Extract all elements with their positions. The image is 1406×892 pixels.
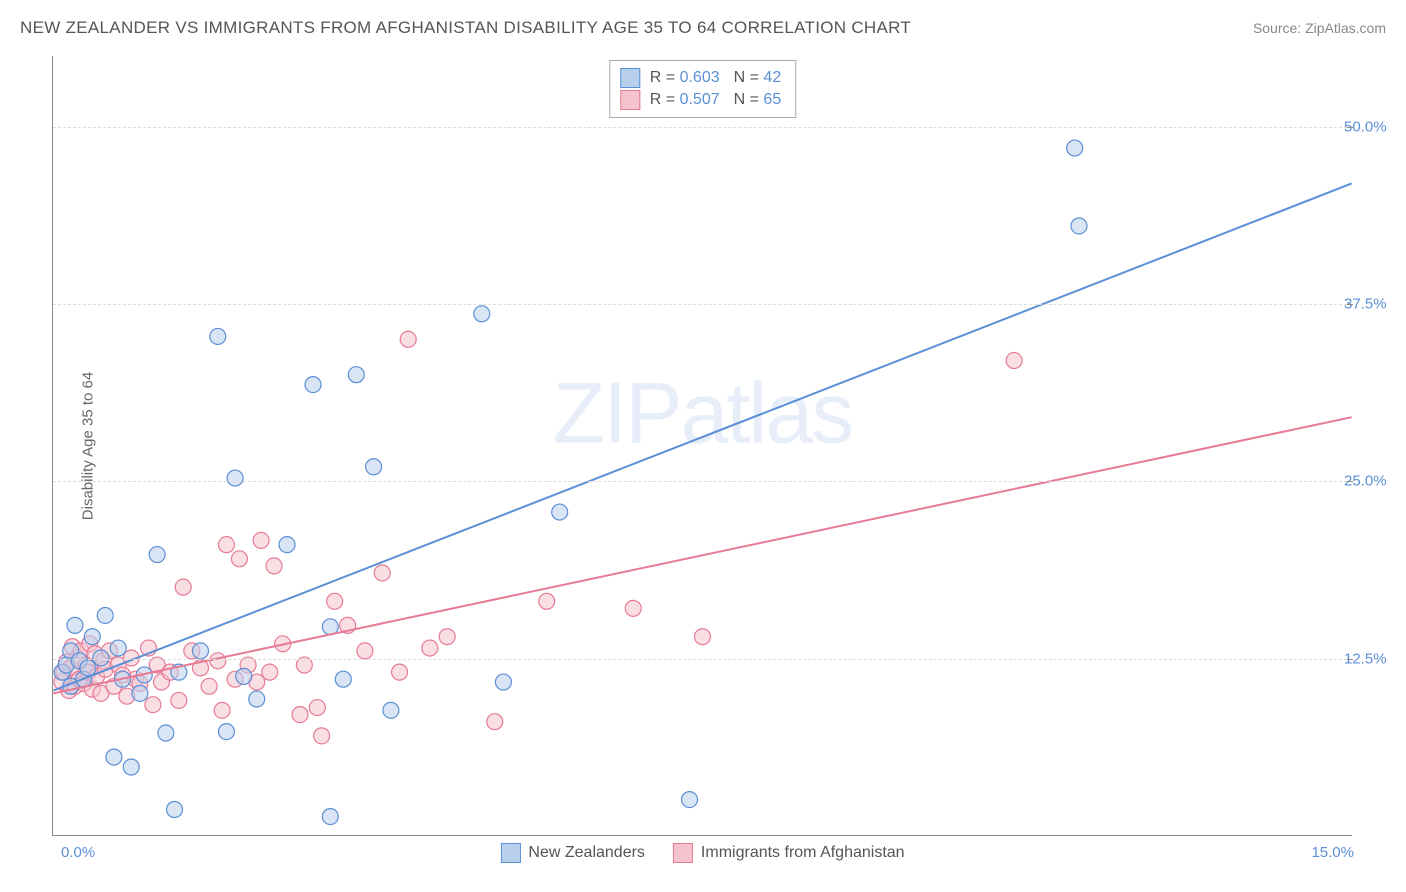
- scatter-point: [123, 759, 139, 775]
- scatter-point: [392, 664, 408, 680]
- scatter-point: [383, 702, 399, 718]
- scatter-point: [210, 653, 226, 669]
- scatter-point: [192, 643, 208, 659]
- scatter-point: [305, 377, 321, 393]
- source-attribution: Source: ZipAtlas.com: [1253, 20, 1386, 36]
- scatter-point: [236, 668, 252, 684]
- scatter-point: [149, 547, 165, 563]
- legend-row-series-1: R = 0.603N = 42: [620, 67, 781, 89]
- scatter-point: [348, 367, 364, 383]
- scatter-point: [400, 331, 416, 347]
- scatter-point: [1006, 353, 1022, 369]
- x-tick-min: 0.0%: [61, 844, 95, 861]
- trend-line: [53, 183, 1351, 690]
- legend-swatch-1: [620, 68, 640, 88]
- y-tick-mark: [1347, 304, 1353, 305]
- scatter-point: [171, 692, 187, 708]
- scatter-point: [175, 579, 191, 595]
- chart-plot-area: ZIPatlas R = 0.603N = 42 R = 0.507N = 65…: [52, 56, 1352, 836]
- scatter-point: [231, 551, 247, 567]
- legend-label-2: Immigrants from Afghanistan: [701, 844, 905, 862]
- scatter-point: [682, 792, 698, 808]
- legend-item-2: Immigrants from Afghanistan: [673, 843, 905, 863]
- scatter-point: [322, 809, 338, 825]
- y-tick-mark: [1347, 481, 1353, 482]
- scatter-point: [552, 504, 568, 520]
- correlation-legend: R = 0.603N = 42 R = 0.507N = 65: [609, 60, 796, 118]
- scatter-point: [495, 674, 511, 690]
- scatter-point: [374, 565, 390, 581]
- scatter-point: [218, 537, 234, 553]
- scatter-point: [158, 725, 174, 741]
- scatter-point: [439, 629, 455, 645]
- y-tick-mark: [1347, 127, 1353, 128]
- legend-bottom-swatch-1: [500, 843, 520, 863]
- gridline: [53, 659, 1352, 660]
- legend-bottom-swatch-2: [673, 843, 693, 863]
- gridline: [53, 127, 1352, 128]
- scatter-point: [227, 470, 243, 486]
- scatter-point: [309, 700, 325, 716]
- scatter-point: [1071, 218, 1087, 234]
- scatter-point: [357, 643, 373, 659]
- legend-row-series-2: R = 0.507N = 65: [620, 89, 781, 111]
- scatter-point: [167, 802, 183, 818]
- scatter-point: [106, 749, 122, 765]
- scatter-svg: [53, 56, 1352, 835]
- r-value-1: 0.603: [680, 69, 720, 86]
- scatter-point: [266, 558, 282, 574]
- scatter-point: [474, 306, 490, 322]
- scatter-point: [279, 537, 295, 553]
- x-tick-max: 15.0%: [1311, 844, 1354, 861]
- scatter-point: [210, 328, 226, 344]
- scatter-point: [1067, 140, 1083, 156]
- legend-label-1: New Zealanders: [528, 844, 645, 862]
- scatter-point: [110, 640, 126, 656]
- scatter-point: [262, 664, 278, 680]
- y-tick-mark: [1347, 659, 1353, 660]
- scatter-point: [625, 600, 641, 616]
- scatter-point: [67, 617, 83, 633]
- gridline: [53, 481, 1352, 482]
- scatter-point: [97, 607, 113, 623]
- r-value-2: 0.507: [680, 91, 720, 108]
- scatter-point: [249, 691, 265, 707]
- scatter-point: [201, 678, 217, 694]
- scatter-point: [253, 532, 269, 548]
- scatter-point: [366, 459, 382, 475]
- scatter-point: [218, 724, 234, 740]
- scatter-point: [292, 707, 308, 723]
- scatter-point: [132, 685, 148, 701]
- scatter-point: [214, 702, 230, 718]
- legend-swatch-2: [620, 90, 640, 110]
- gridline: [53, 304, 1352, 305]
- scatter-point: [487, 714, 503, 730]
- scatter-point: [84, 629, 100, 645]
- scatter-point: [695, 629, 711, 645]
- legend-item-1: New Zealanders: [500, 843, 645, 863]
- scatter-point: [422, 640, 438, 656]
- scatter-point: [327, 593, 343, 609]
- series-legend: New Zealanders Immigrants from Afghanist…: [500, 843, 904, 863]
- scatter-point: [539, 593, 555, 609]
- scatter-point: [335, 671, 351, 687]
- n-value-2: 65: [763, 91, 781, 108]
- scatter-point: [145, 697, 161, 713]
- scatter-point: [314, 728, 330, 744]
- n-value-1: 42: [763, 69, 781, 86]
- chart-title: NEW ZEALANDER VS IMMIGRANTS FROM AFGHANI…: [20, 18, 911, 38]
- trend-line: [53, 417, 1351, 693]
